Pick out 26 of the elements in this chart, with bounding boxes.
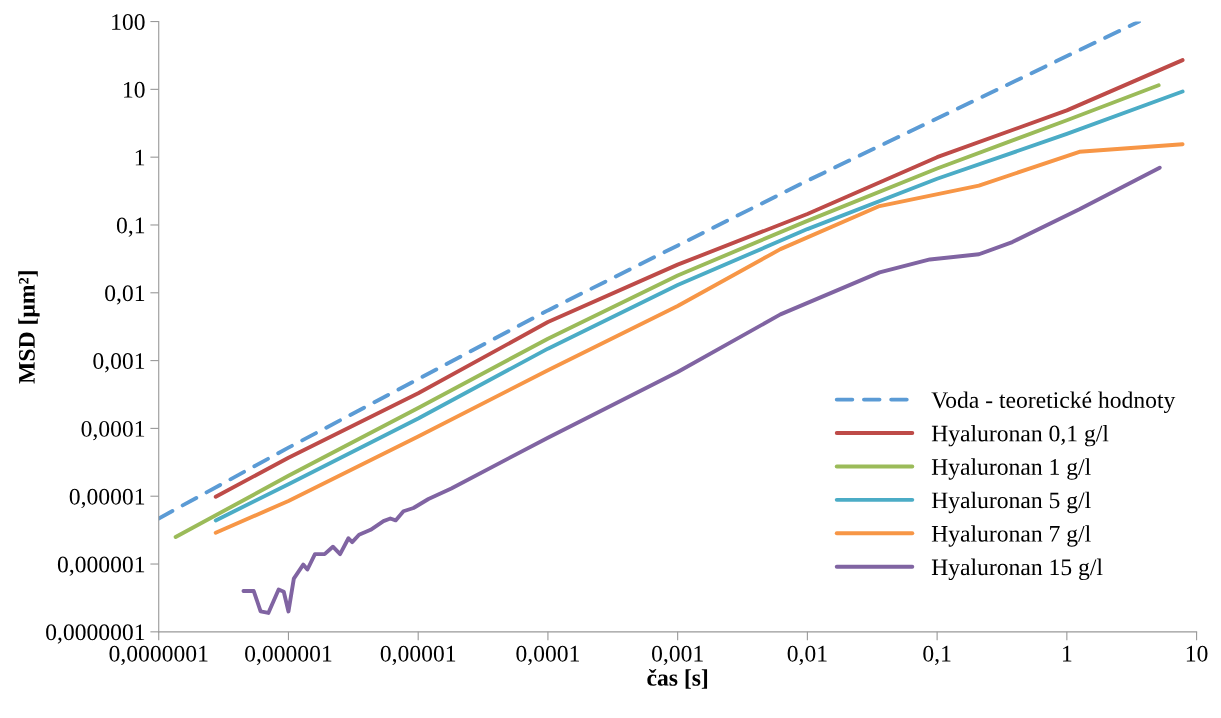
y-axis-title: MSD [µm²] <box>18 271 40 384</box>
x-tick-label: 10 <box>1186 645 1208 662</box>
y-tick-label: 10 <box>124 81 145 98</box>
x-tick-label: 0,01 <box>787 645 827 666</box>
legend-label: Hyaluronan 5 g/l <box>931 491 1091 514</box>
x-tick-label: 0,001 <box>651 645 703 666</box>
x-tick-label: 0,000001 <box>245 645 332 666</box>
x-tick-label: 0,0001 <box>516 645 579 666</box>
legend-label: Hyaluronan 1 g/l <box>931 458 1091 480</box>
legend-label: Hyaluronan 7 g/l <box>931 525 1091 547</box>
y-tick-label: 0,0000001 <box>46 624 145 644</box>
y-tick-label: 0,000001 <box>57 556 145 576</box>
x-axis-title: čas [s] <box>647 668 708 689</box>
x-tick-label: 0,00001 <box>380 645 456 666</box>
legend-label: Hyaluronan 0,1 g/l <box>931 424 1109 447</box>
y-tick-label: 1 <box>135 149 145 166</box>
y-tick-label: 0,001 <box>93 353 145 373</box>
legend-label: Voda - teoretické hodnoty <box>931 391 1176 413</box>
y-tick-label: 0,1 <box>116 217 145 237</box>
x-tick-label: 0,1 <box>923 645 951 666</box>
y-tick-label: 0,01 <box>105 285 145 305</box>
y-tick-label: 100 <box>112 14 145 30</box>
x-tick-label: 1 <box>1063 645 1072 662</box>
y-tick-label: 0,00001 <box>69 488 145 509</box>
legend-label: Hyaluronan 15 g/l <box>931 558 1103 581</box>
y-tick-label: 0,0001 <box>81 420 145 441</box>
